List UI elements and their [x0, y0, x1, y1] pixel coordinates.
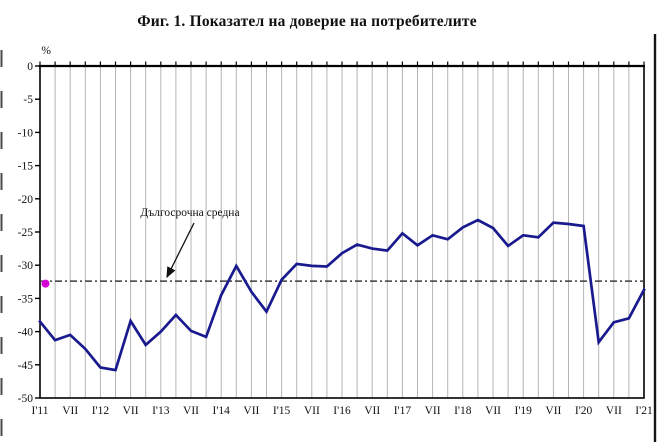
x-axis-label: I'11	[32, 405, 49, 417]
x-axis-label: I'17	[394, 405, 412, 417]
annotation-arrow	[166, 222, 195, 279]
y-axis-label: -50	[18, 393, 34, 405]
x-axis-label: VII	[183, 405, 199, 417]
x-axis-label: VII	[485, 405, 501, 417]
chart-title: Фиг. 1. Показател на доверие на потребит…	[137, 13, 477, 30]
y-axis-label: -45	[18, 360, 34, 372]
x-axis-label: I'13	[152, 405, 170, 417]
plot-area: 0 -5 -10 -15 -20 -25 -30 -35 -40 -45 -50I'11 VII I'1…	[18, 61, 653, 417]
average-line-marker	[41, 279, 50, 288]
x-axis-label: VII	[304, 405, 320, 417]
y-axis-label: -40	[18, 327, 34, 339]
x-axis-label: I'21	[635, 405, 653, 417]
x-axis-label: I'15	[273, 405, 291, 417]
y-axis-label: -30	[18, 260, 34, 272]
y-axis-label: -20	[18, 194, 34, 206]
x-axis-label: VII	[62, 405, 78, 417]
x-axis-label: VII	[606, 405, 622, 417]
y-axis-label: -15	[18, 161, 34, 173]
x-axis-label: I'18	[454, 405, 472, 417]
reference-line-annotation: Дългосрочна средна	[140, 207, 239, 219]
x-axis-label: VII	[123, 405, 139, 417]
x-axis-label: I'14	[212, 405, 230, 417]
x-axis-label: I'12	[92, 405, 110, 417]
x-axis-label: VII	[545, 405, 561, 417]
x-axis-label: VII	[425, 405, 441, 417]
x-axis-label: VII	[364, 405, 380, 417]
y-axis-label: -10	[18, 127, 34, 139]
x-axis-label: I'20	[575, 405, 593, 417]
y-axis-label: 0	[27, 61, 33, 73]
x-axis-label: I'19	[514, 405, 532, 417]
y-axis-label: -35	[18, 293, 34, 305]
y-axis-unit-label: %	[41, 45, 51, 57]
x-axis-label: I'16	[333, 405, 351, 417]
y-axis-label: -25	[18, 227, 34, 239]
consumer-confidence-series-line	[38, 218, 646, 372]
x-axis-label: VII	[243, 405, 259, 417]
y-axis-label: -5	[23, 94, 33, 106]
